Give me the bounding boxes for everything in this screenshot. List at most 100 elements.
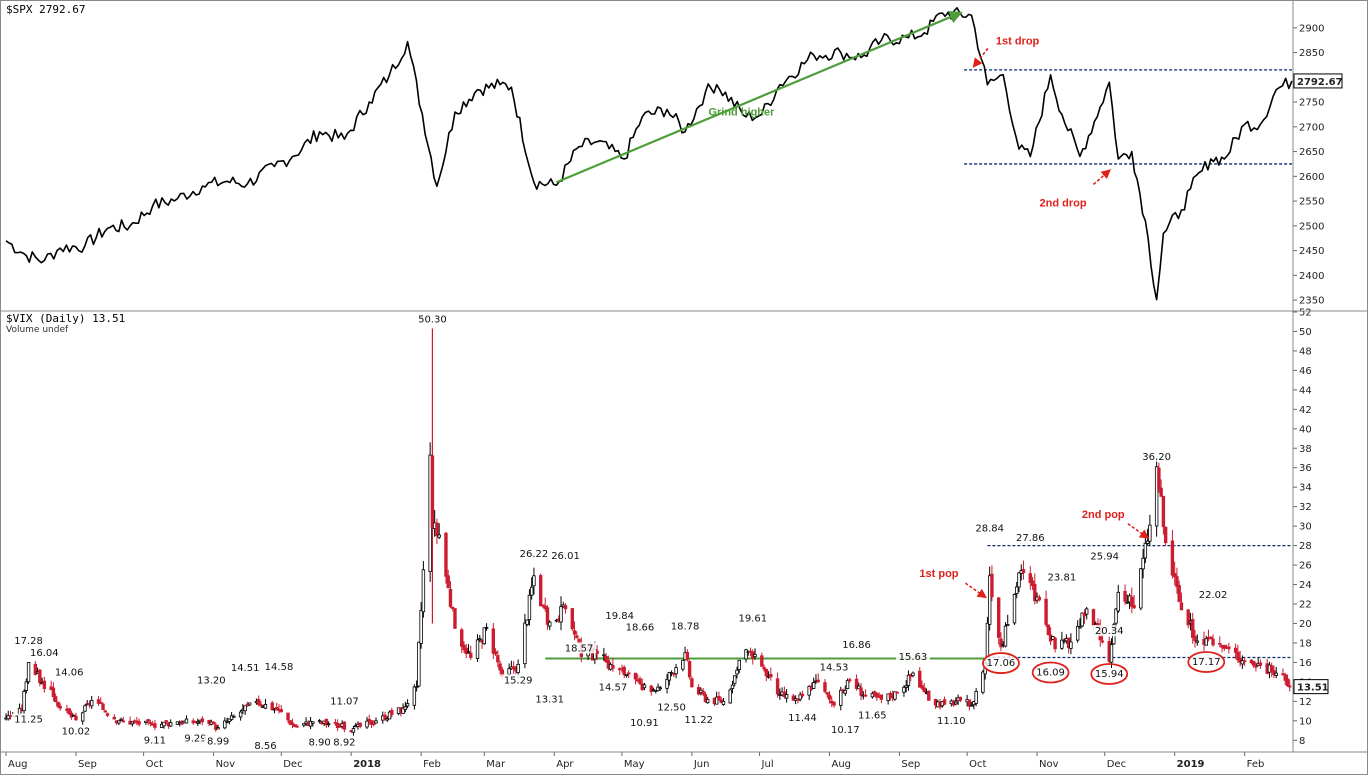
vix-data-label-bg — [1189, 656, 1224, 668]
vix-candle-body — [162, 721, 166, 727]
vix-data-label: 14.51 — [231, 663, 260, 674]
vix-data-label: 11.25 — [14, 715, 43, 726]
vix-candle-body — [997, 597, 1001, 638]
vix-candle-body — [1028, 573, 1032, 583]
vix-tick-label: 52 — [1299, 308, 1312, 319]
vix-candle-body — [967, 699, 972, 707]
vix-candle-body — [827, 694, 832, 700]
vix-candle-body — [1240, 660, 1245, 665]
vix-candle-body — [674, 667, 678, 675]
vix-tick-label: 26 — [1299, 561, 1312, 572]
x-tick-label: Dec — [1107, 759, 1126, 770]
vix-candle-body — [333, 722, 338, 724]
vix-candle-body — [137, 721, 141, 725]
vix-data-label: 15.94 — [1095, 669, 1124, 680]
vix-candle-body — [1269, 665, 1274, 673]
spx-title: $SPX 2792.67 — [6, 3, 85, 16]
vix-candle-body — [1154, 466, 1159, 527]
vix-candle-body — [99, 702, 103, 704]
vix-candle-body — [119, 718, 123, 721]
vix-tick-label: 20 — [1299, 619, 1312, 630]
vix-candle-body — [1193, 635, 1197, 642]
vix-data-label-bg — [516, 547, 551, 559]
vix-candle-body — [453, 608, 457, 629]
vix-candle-body — [1242, 660, 1247, 663]
vix-tick-label: 28 — [1299, 541, 1312, 552]
vix-candle-body — [888, 692, 893, 698]
vix-candle-body — [462, 644, 466, 651]
vix-candle-body — [548, 621, 552, 627]
vix-candle-body — [496, 655, 500, 663]
vix-candle-body — [735, 669, 739, 675]
vix-candle-body — [374, 720, 378, 724]
second-drop-arrow — [1092, 169, 1111, 185]
vix-data-label: 25.94 — [1090, 552, 1119, 563]
vix-y-axis: 5250484644424038363432302826242220181614… — [1293, 308, 1312, 747]
vix-candle-body — [879, 694, 884, 700]
vix-candle-body — [775, 678, 780, 695]
vix-candle-body — [638, 678, 642, 684]
vix-candle-body — [575, 635, 579, 639]
vix-candle-body — [401, 707, 405, 714]
vix-candle-body — [448, 588, 453, 607]
vix-candle-body — [798, 694, 802, 700]
vix-candle-body — [1274, 672, 1278, 676]
vix-candle-body — [225, 720, 229, 723]
vix-circled-low — [1090, 663, 1129, 685]
vix-candle-body — [927, 690, 931, 701]
vix-data-label: 17.06 — [987, 658, 1016, 669]
x-tick-label: Oct — [969, 759, 986, 770]
vix-candle-body — [1254, 665, 1258, 668]
grind-higher-arrow — [556, 10, 963, 184]
spx-tick-label: 2550 — [1299, 197, 1324, 208]
vix-candle-body — [728, 689, 732, 704]
vix-candle-body — [484, 626, 489, 629]
vix-candle-body — [1170, 540, 1175, 576]
vix-data-label-bg — [595, 681, 630, 693]
vix-candle-body — [1288, 685, 1292, 688]
vix-candle-body — [626, 672, 631, 675]
second-drop-label: 2nd drop — [1040, 197, 1087, 209]
vix-candle-body — [168, 722, 173, 727]
vix-candle-body — [437, 534, 441, 538]
vix-candle-body — [857, 685, 861, 690]
vix-data-label-bg — [1013, 531, 1048, 543]
vix-candle-body — [112, 716, 116, 720]
x-tick-label: Jul — [761, 759, 774, 770]
vix-candle-body — [507, 668, 511, 675]
first-pop-label: 1st pop — [919, 568, 958, 580]
vix-candle-body — [523, 622, 527, 665]
vix-candle-body — [464, 647, 468, 655]
vix-candle-body — [622, 666, 626, 675]
vix-data-label-bg — [548, 549, 583, 561]
vix-candle-body — [1141, 557, 1145, 570]
second-pop-label: 2nd pop — [1082, 509, 1125, 521]
vix-candle-body — [714, 696, 719, 705]
vix-candle-body — [563, 605, 568, 610]
vix-data-label-bg — [1087, 550, 1122, 562]
vix-candle-body — [854, 678, 859, 689]
vix-candle-body — [604, 656, 608, 663]
vix-candle-body — [863, 694, 868, 697]
vix-candle-body — [211, 721, 216, 725]
vix-candle-body — [372, 723, 376, 726]
x-tick-label: Nov — [216, 759, 236, 770]
vix-tick-label: 10 — [1299, 716, 1312, 727]
vix-data-label: 50.30 — [418, 315, 447, 326]
vix-candle-body — [1227, 646, 1231, 650]
vix-candle-body — [1044, 598, 1048, 625]
vix-candle-body — [895, 691, 899, 694]
vix-candle-body — [1139, 568, 1143, 609]
vix-candle-body — [311, 721, 315, 724]
vix-candle-body — [390, 709, 394, 715]
vix-candle-body — [1238, 657, 1242, 663]
vix-data-label-bg — [562, 642, 597, 654]
vix-data-label: 8.99 — [207, 737, 229, 748]
vix-candle-body — [184, 718, 189, 724]
spx-last-value-box — [1293, 73, 1343, 89]
vix-candle-body — [981, 671, 985, 693]
vix-tick-label: 30 — [1299, 522, 1312, 533]
vix-candle-body — [42, 680, 47, 689]
vix-data-label-bg — [1139, 450, 1174, 462]
x-tick-label: Feb — [1247, 759, 1265, 770]
